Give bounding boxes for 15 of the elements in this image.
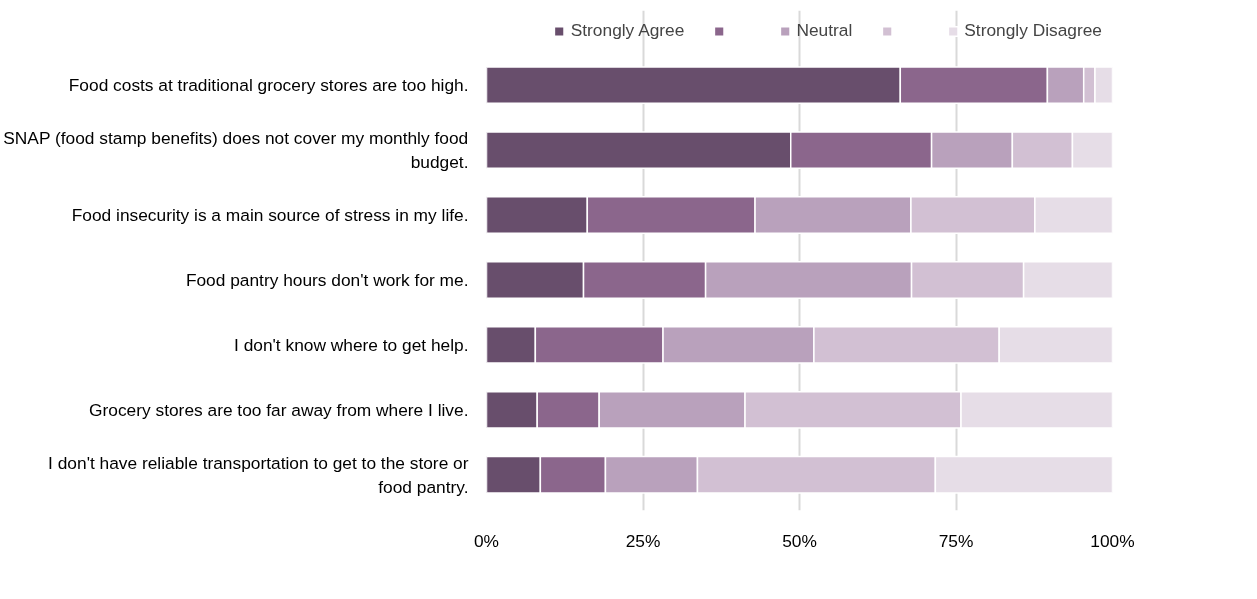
x-tick-label: 75%	[938, 530, 974, 551]
x-tick-label: 0%	[473, 530, 500, 551]
x-tick-label: 25%	[625, 530, 661, 551]
legend-label: Strongly Agree	[570, 20, 685, 41]
legend-label: Neutral	[796, 20, 853, 41]
legend-label: Strongly Disagree	[964, 20, 1102, 41]
y-tick-label: SNAP (food stamp benefits) does not cover my monthly food budget.	[3, 128, 469, 173]
y-tick-label: Food pantry hours don't work for me.	[185, 269, 469, 290]
y-tick-label: Food costs at traditional grocery stores are too high.	[68, 75, 469, 96]
y-tick-label: Grocery stores are too far away from where I live.	[89, 399, 469, 420]
y-tick-label: I don't have reliable transportation to get to the store or food pantry.	[48, 452, 469, 497]
y-tick-label: Food insecurity is a main source of stress in my life.	[71, 205, 469, 226]
x-tick-label: 50%	[782, 530, 817, 551]
x-tick-label: 100%	[1090, 530, 1135, 551]
y-tick-label: I don't know where to get help.	[234, 334, 469, 355]
